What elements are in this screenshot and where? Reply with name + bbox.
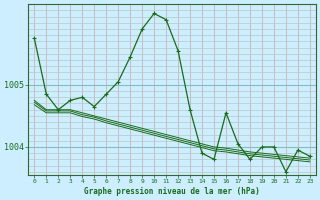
X-axis label: Graphe pression niveau de la mer (hPa): Graphe pression niveau de la mer (hPa): [84, 187, 260, 196]
